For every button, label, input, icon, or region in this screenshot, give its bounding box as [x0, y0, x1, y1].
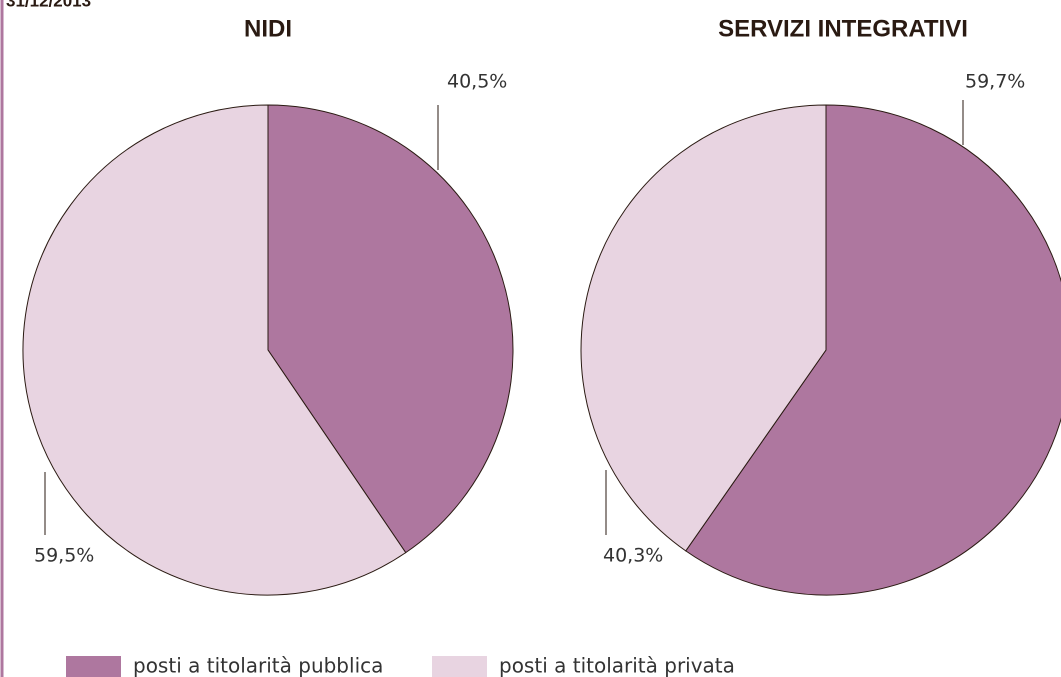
pie-slice — [685, 104, 1061, 596]
value-label: 59,5% — [34, 545, 94, 567]
legend-swatch — [66, 656, 121, 677]
value-label: 59,7% — [965, 71, 1025, 93]
legend-label: posti a titolarità pubblica — [133, 654, 383, 677]
pie-slice — [580, 104, 827, 552]
value-label: 40,3% — [603, 545, 663, 567]
chart-title: NIDI — [244, 15, 292, 42]
value-label: 40,5% — [447, 71, 507, 93]
legend-label: posti a titolarità privata — [499, 654, 735, 677]
date: 31/12/2013 — [6, 0, 91, 10]
pie-slice — [267, 104, 514, 554]
legend-swatch — [432, 656, 487, 677]
pie-slice — [22, 104, 407, 596]
chart-title: SERVIZI INTEGRATIVI — [718, 15, 968, 42]
